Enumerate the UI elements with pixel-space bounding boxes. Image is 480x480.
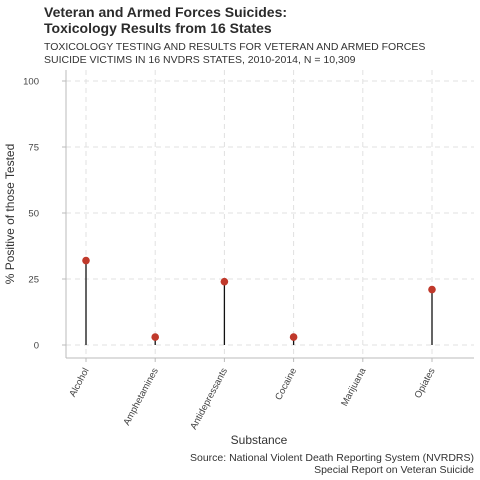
- lollipop-point: [151, 333, 159, 341]
- y-tick-label: 50: [28, 209, 39, 220]
- chart-subtitle-line-1: TOXICOLOGY TESTING AND RESULTS FOR VETER…: [44, 41, 425, 53]
- axes: [62, 70, 474, 362]
- lollipop-point: [289, 333, 298, 341]
- x-tick-label: Antidepressants: [188, 366, 230, 432]
- chart-title-line-2: Toxicology Results from 16 States: [44, 20, 272, 36]
- x-tick-label: Amphetamines: [121, 366, 161, 427]
- y-tick-label: 0: [34, 341, 39, 352]
- x-tick-label: Marijuana: [339, 366, 369, 409]
- chart-title-line-1: Veteran and Armed Forces Suicides:: [44, 4, 287, 20]
- lollipop-point: [82, 256, 90, 265]
- y-tick-label: 25: [28, 275, 39, 286]
- lollipop-point: [428, 285, 436, 294]
- gridlines: [66, 70, 474, 358]
- x-axis-title: Substance: [231, 433, 288, 447]
- x-tick-label: Alcohol: [67, 366, 91, 399]
- caption-line-1: Source: National Violent Death Reporting…: [190, 452, 474, 464]
- x-tick-label: Cocaine: [273, 366, 299, 402]
- chart-subtitle-line-2: SUICIDE VICTIMS IN 16 NVDRS STATES, 2010…: [44, 54, 356, 66]
- lollipop-point: [220, 277, 229, 286]
- data-marks: [82, 256, 436, 345]
- y-tick-label: 75: [28, 143, 39, 154]
- y-axis-title: % Positive of those Tested: [3, 144, 17, 285]
- y-tick-label: 100: [23, 77, 39, 88]
- tick-labels: 0 25 50 75 100 Alcohol Amphetamines Antidepress…: [23, 77, 438, 432]
- x-tick-label: Opiates: [413, 366, 438, 400]
- caption-line-2: Special Report on Veteran Suicide: [314, 464, 474, 476]
